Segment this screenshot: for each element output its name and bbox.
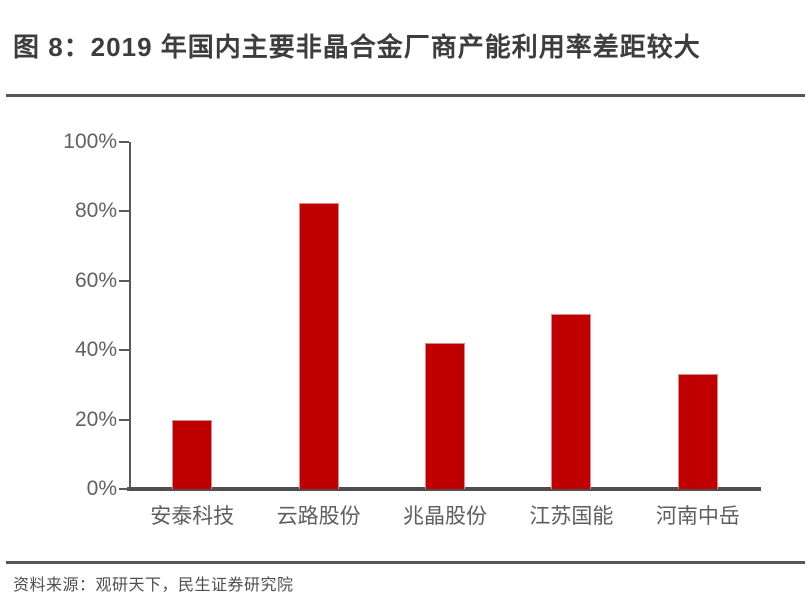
- bar-河南中岳: [678, 374, 718, 489]
- y-axis-tick: [119, 141, 129, 143]
- y-axis-tick: [119, 349, 129, 351]
- y-axis-tick-label: 20%: [74, 408, 117, 431]
- x-axis-line: [127, 487, 761, 491]
- x-axis-label: 河南中岳: [655, 505, 740, 528]
- y-axis-tick: [119, 419, 129, 421]
- y-axis-tick: [119, 488, 129, 490]
- title-divider: [6, 94, 805, 97]
- y-axis-tick-label: 80%: [74, 199, 117, 222]
- y-axis-tick-label: 100%: [63, 130, 117, 153]
- x-axis-labels: 安泰科技 云路股份 兆晶股份 江苏国能 河南中岳: [129, 500, 761, 530]
- x-axis-label: 江苏国能: [529, 505, 614, 528]
- footer-divider: [6, 561, 805, 564]
- figure-title: 图 8：2019 年国内主要非晶合金厂商产能利用率差距较大: [13, 32, 701, 62]
- y-axis-tick-label: 40%: [74, 338, 117, 361]
- source-note: 资料来源：观研天下，民生证券研究院: [13, 577, 294, 594]
- x-axis-label: 安泰科技: [150, 505, 235, 528]
- bar-云路股份: [299, 203, 339, 489]
- x-axis-label: 兆晶股份: [403, 505, 488, 528]
- y-axis-tick: [119, 280, 129, 282]
- y-axis-line: [129, 142, 131, 489]
- y-axis-tick-label: 0%: [86, 477, 117, 500]
- bar-江苏国能: [551, 314, 591, 489]
- bar-安泰科技: [172, 420, 212, 489]
- plot-area: [119, 141, 761, 491]
- bar-兆晶股份: [425, 343, 465, 489]
- x-axis-label: 云路股份: [276, 505, 361, 528]
- y-axis-tick: [119, 210, 129, 212]
- y-axis-tick-label: 60%: [74, 269, 117, 292]
